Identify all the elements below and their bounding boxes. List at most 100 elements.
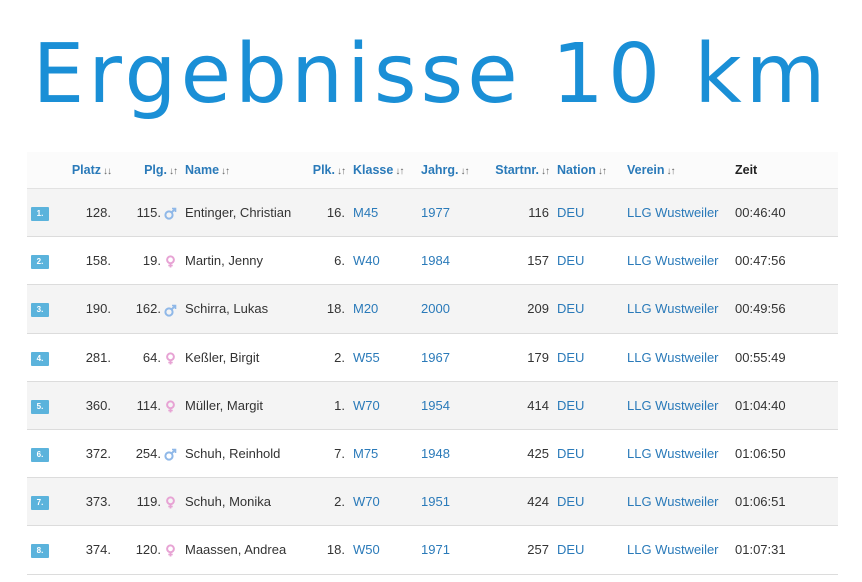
plg-cell: 162.	[115, 284, 181, 334]
nation-link[interactable]: DEU	[553, 525, 623, 575]
plg-value: 64.	[142, 349, 161, 365]
jahrg-link[interactable]: 1948	[417, 429, 481, 479]
startnr-cell: 209	[481, 284, 553, 334]
platz-cell: 372.	[59, 429, 115, 479]
plg-cell: 64.	[115, 333, 181, 382]
startnr-cell: 424	[481, 477, 553, 527]
header-platz[interactable]: Platz ↓↓	[59, 152, 115, 189]
table-row: 4. 281. 64. Keßler, Birgit 2. W55 1967 179 DEU LL…	[27, 333, 838, 382]
name-cell: Maassen, Andrea	[181, 525, 299, 575]
row-index-cell: 7.	[27, 477, 59, 527]
platz-cell: 373.	[59, 477, 115, 527]
plg-cell: 19.	[115, 236, 181, 286]
row-index-cell: 4.	[27, 333, 59, 382]
jahrg-link[interactable]: 1984	[417, 236, 481, 286]
row-index-badge: 5.	[31, 399, 49, 414]
verein-link[interactable]: LLG Wustweiler	[623, 477, 731, 527]
verein-link[interactable]: LLG Wustweiler	[623, 525, 731, 575]
startnr-cell: 425	[481, 429, 553, 479]
header-zeit: Zeit	[731, 152, 838, 189]
name-cell: Schirra, Lukas	[181, 284, 299, 334]
verein-link[interactable]: LLG Wustweiler	[623, 429, 731, 479]
klasse-link[interactable]: M75	[349, 429, 417, 479]
klasse-link[interactable]: M20	[349, 284, 417, 334]
plg-value: 115.	[136, 205, 161, 221]
female-icon	[164, 496, 177, 509]
plk-cell: 2.	[299, 333, 349, 382]
header-jahrg[interactable]: Jahrg. ↓↑	[417, 152, 481, 189]
verein-link[interactable]: LLG Wustweiler	[623, 188, 731, 238]
sort-icon: ↓↑	[666, 166, 676, 177]
plg-cell: 114.	[115, 381, 181, 430]
plk-cell: 1.	[299, 381, 349, 430]
sort-icon: ↓↑	[169, 166, 178, 177]
zeit-cell: 01:06:50	[731, 429, 838, 479]
header-plg[interactable]: Plg. ↓↑	[115, 152, 181, 189]
male-icon	[164, 304, 177, 317]
klasse-link[interactable]: W55	[349, 333, 417, 382]
plk-cell: 18.	[299, 525, 349, 575]
male-icon	[164, 207, 177, 220]
jahrg-link[interactable]: 1967	[417, 333, 481, 382]
sort-icon: ↓↑	[337, 166, 346, 177]
row-index-badge: 6.	[31, 448, 49, 463]
jahrg-link[interactable]: 2000	[417, 284, 481, 334]
plk-cell: 7.	[299, 429, 349, 479]
jahrg-link[interactable]: 1951	[417, 477, 481, 527]
verein-link[interactable]: LLG Wustweiler	[623, 236, 731, 286]
klasse-link[interactable]: W70	[349, 477, 417, 527]
verein-link[interactable]: LLG Wustweiler	[623, 284, 731, 334]
zeit-cell: 01:04:40	[731, 381, 838, 430]
name-cell: Schuh, Monika	[181, 477, 299, 527]
header-name[interactable]: Name ↓↑	[181, 152, 299, 189]
header-nation[interactable]: Nation ↓↑	[553, 152, 623, 189]
sort-icon: ↓↑	[395, 166, 404, 177]
nation-link[interactable]: DEU	[553, 284, 623, 334]
table-row: 7. 373. 119. Schuh, Monika 2. W70 1951 424 DEU LL…	[27, 477, 838, 527]
klasse-link[interactable]: W40	[349, 236, 417, 286]
zeit-cell: 01:07:31	[731, 525, 838, 575]
nation-link[interactable]: DEU	[553, 477, 623, 527]
verein-link[interactable]: LLG Wustweiler	[623, 381, 731, 430]
nation-link[interactable]: DEU	[553, 429, 623, 479]
table-row: 6. 372. 254. Schuh, Reinhold 7. M75 1948 425 DEU…	[27, 429, 838, 479]
jahrg-link[interactable]: 1954	[417, 381, 481, 430]
platz-cell: 374.	[59, 525, 115, 575]
klasse-link[interactable]: M45	[349, 188, 417, 238]
row-index-cell: 8.	[27, 525, 59, 575]
sort-icon: ↓↑	[541, 166, 550, 177]
nation-link[interactable]: DEU	[553, 188, 623, 238]
klasse-link[interactable]: W70	[349, 381, 417, 430]
platz-cell: 128.	[59, 188, 115, 238]
plg-value: 119.	[136, 494, 161, 510]
female-icon	[164, 400, 177, 413]
plk-cell: 6.	[299, 236, 349, 286]
jahrg-link[interactable]: 1971	[417, 525, 481, 575]
header-klasse[interactable]: Klasse ↓↑	[349, 152, 417, 189]
nation-link[interactable]: DEU	[553, 236, 623, 286]
zeit-cell: 00:46:40	[731, 188, 838, 238]
header-index	[27, 152, 59, 189]
header-plk[interactable]: Plk. ↓↑	[299, 152, 349, 189]
name-cell: Müller, Margit	[181, 381, 299, 430]
plg-value: 19.	[142, 253, 161, 269]
platz-cell: 190.	[59, 284, 115, 334]
jahrg-link[interactable]: 1977	[417, 188, 481, 238]
nation-link[interactable]: DEU	[553, 333, 623, 382]
results-table-container: Platz ↓↓ Plg. ↓↑ Name ↓↑ Plk. ↓↑ Klasse ↓↑ Ja…	[27, 152, 838, 575]
row-index-cell: 2.	[27, 236, 59, 286]
header-startnr[interactable]: Startnr. ↓↑	[481, 152, 553, 189]
klasse-link[interactable]: W50	[349, 525, 417, 575]
nation-link[interactable]: DEU	[553, 381, 623, 430]
name-cell: Keßler, Birgit	[181, 333, 299, 382]
plg-cell: 120.	[115, 525, 181, 575]
table-row: 5. 360. 114. Müller, Margit 1. W70 1954 414 DEU L…	[27, 381, 838, 430]
plg-value: 162.	[135, 301, 161, 317]
plg-cell: 254.	[115, 429, 181, 479]
plg-value: 120.	[135, 542, 161, 558]
startnr-cell: 257	[481, 525, 553, 575]
startnr-cell: 116	[481, 188, 553, 238]
table-row: 2. 158. 19. Martin, Jenny 6. W40 1984 157 DEU LLG…	[27, 236, 838, 286]
verein-link[interactable]: LLG Wustweiler	[623, 333, 731, 382]
header-verein[interactable]: Verein ↓↑	[623, 152, 731, 189]
